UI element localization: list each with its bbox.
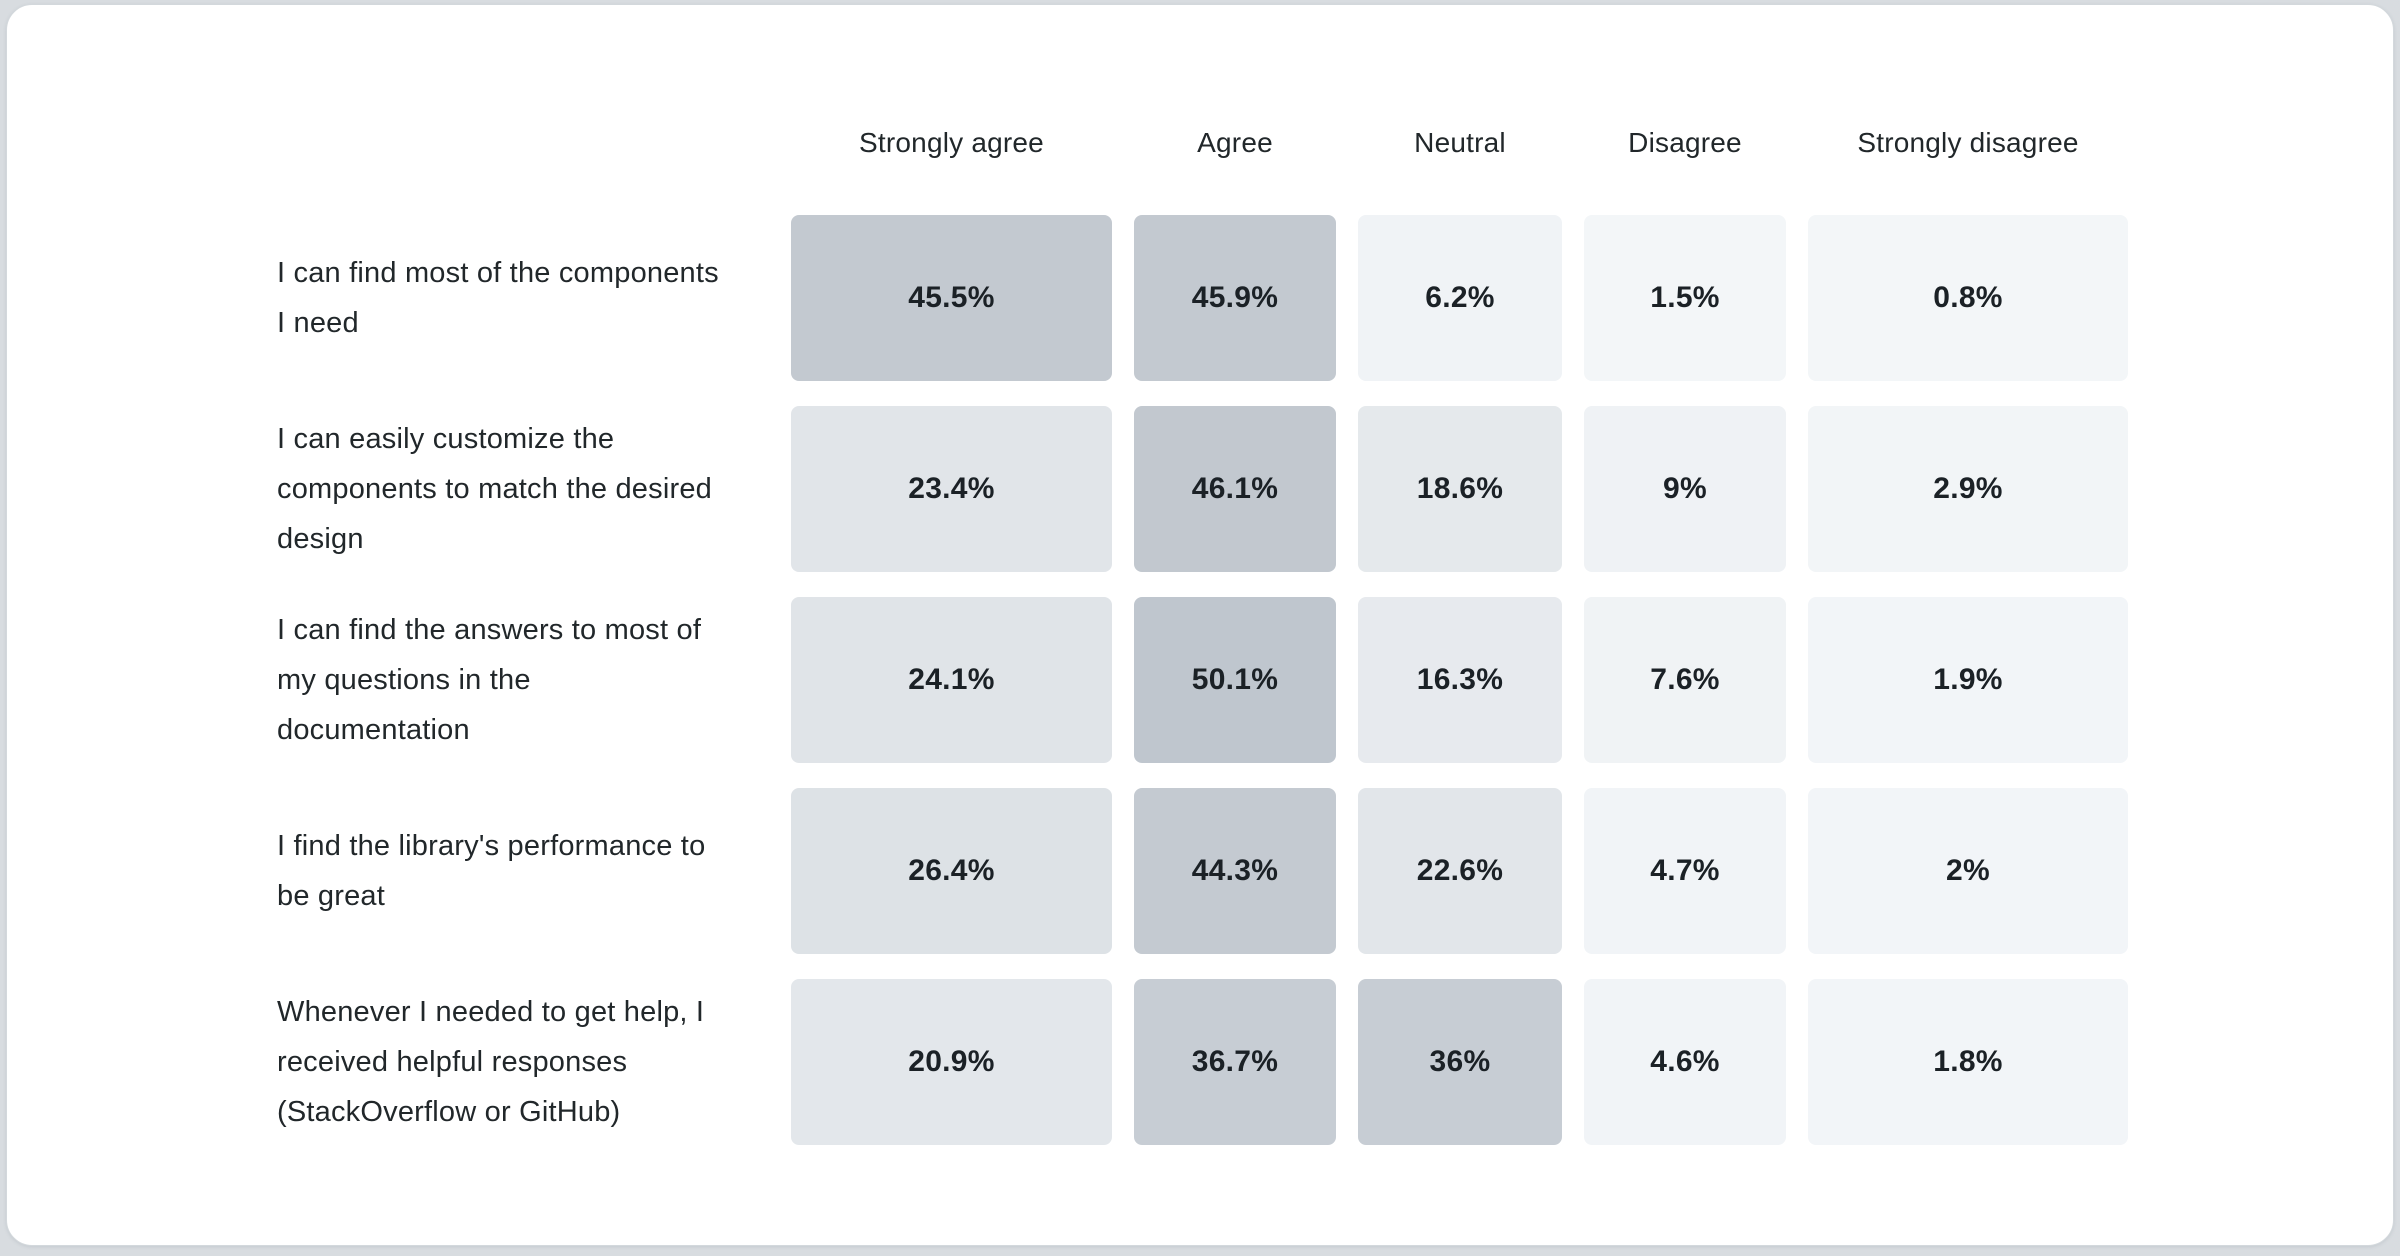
heatmap-cell: 45.5% [791, 215, 1112, 381]
heatmap-cell: 4.6% [1584, 979, 1786, 1145]
heatmap-cell: 4.7% [1584, 788, 1786, 954]
row-label: Whenever I needed to get help, I receive… [277, 996, 705, 1128]
heatmap-cell: 44.3% [1134, 788, 1336, 954]
row-label: I can find the answers to most of my que… [277, 614, 702, 746]
chart-card: Strongly agree Agree Neutral Disagree Strong… [6, 4, 2394, 1246]
heatmap-cell: 46.1% [1134, 406, 1336, 572]
likert-heatmap-chart: Strongly agree Agree Neutral Disagree Strong… [277, 115, 2137, 1145]
heatmap-cell: 7.6% [1584, 597, 1786, 763]
column-header: Disagree [1628, 127, 1742, 158]
heatmap-cell: 24.1% [791, 597, 1112, 763]
heatmap-cell: 22.6% [1358, 788, 1562, 954]
heatmap-cell: 36.7% [1134, 979, 1336, 1145]
heatmap-cell: 45.9% [1134, 215, 1336, 381]
heatmap-cell: 50.1% [1134, 597, 1336, 763]
row-label: I find the library's performance to be g… [277, 830, 706, 912]
column-header: Strongly agree [859, 127, 1044, 158]
heatmap-cell: 36% [1358, 979, 1562, 1145]
heatmap-cell: 16.3% [1358, 597, 1562, 763]
heatmap-cell: 1.8% [1808, 979, 2128, 1145]
heatmap-cell: 9% [1584, 406, 1786, 572]
heatmap-cell: 26.4% [791, 788, 1112, 954]
heatmap-cell: 6.2% [1358, 215, 1562, 381]
column-header: Neutral [1414, 127, 1506, 158]
heatmap-cell: 20.9% [791, 979, 1112, 1145]
heatmap-body: I can find most of the components I need… [277, 215, 2137, 1145]
heatmap-cell: 23.4% [791, 406, 1112, 572]
column-header: Strongly disagree [1857, 127, 2079, 158]
row-label: I can easily customize the components to… [277, 423, 712, 555]
heatmap-cell: 2% [1808, 788, 2128, 954]
heatmap-column-headers: Strongly agree Agree Neutral Disagree Strong… [277, 115, 2137, 171]
heatmap-cell: 18.6% [1358, 406, 1562, 572]
row-label: I can find most of the components I need [277, 257, 719, 339]
heatmap-cell: 0.8% [1808, 215, 2128, 381]
heatmap-cell: 2.9% [1808, 406, 2128, 572]
heatmap-cell: 1.9% [1808, 597, 2128, 763]
column-header: Agree [1197, 127, 1273, 158]
heatmap-cell: 1.5% [1584, 215, 1786, 381]
heatmap-corner-spacer [277, 115, 769, 171]
